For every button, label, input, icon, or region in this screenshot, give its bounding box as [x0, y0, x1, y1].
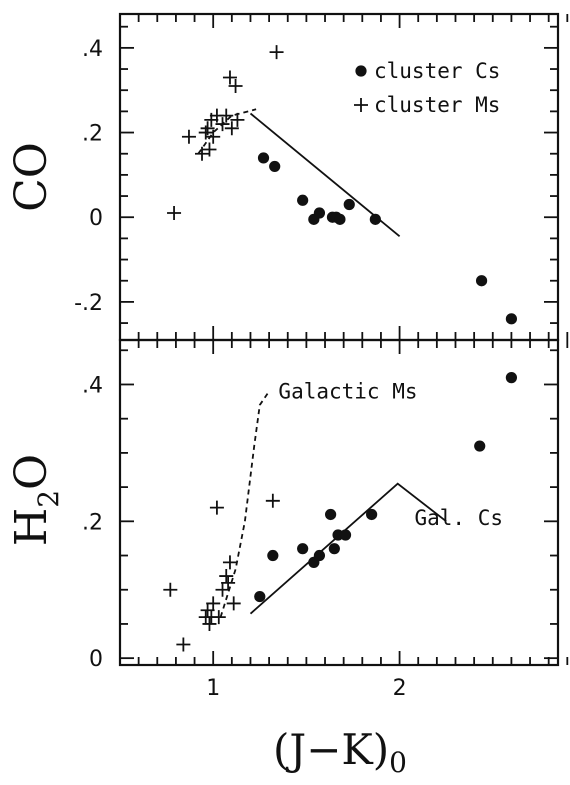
x-axis-title-sub: 0	[389, 746, 407, 779]
co-point-cluster-m	[269, 45, 284, 60]
h2o-point-cluster-c	[366, 508, 378, 521]
co-point-cluster-c	[475, 275, 488, 287]
co-y-axis-title: CO	[6, 142, 57, 212]
h2o-point-cluster-m	[226, 596, 241, 611]
co-point-cluster-m	[219, 108, 234, 123]
co-point-cluster-c	[334, 213, 346, 225]
co-legend-circle-marker	[355, 65, 367, 77]
co-y-tick-label: -.2	[74, 291, 103, 316]
h2o-point-cluster-c	[339, 529, 352, 541]
co-legend-label: cluster Cs	[374, 59, 500, 83]
co-point-cluster-c	[343, 198, 355, 211]
h2o-point-cluster-m	[211, 610, 226, 625]
co-legend-label: cluster Ms	[374, 93, 500, 117]
h2o-point-cluster-c	[474, 440, 486, 452]
h2o-y-axis-title-main: H	[6, 508, 57, 546]
co-point-cluster-c	[369, 213, 381, 225]
panel-h2o-frame	[118, 338, 560, 667]
co-point-cluster-m	[224, 121, 239, 136]
h2o-point-cluster-m	[176, 637, 191, 652]
co-y-tick-label: 0	[89, 206, 103, 231]
h2o-point-cluster-m	[200, 603, 215, 618]
h2o-y-axis-title-tail: O	[6, 454, 57, 490]
x-tick-label: 1	[206, 676, 220, 701]
co-point-cluster-c	[269, 160, 281, 173]
h2o-point-cluster-m	[222, 555, 237, 570]
h2o-point-cluster-c	[297, 543, 309, 555]
x-tick-label: 2	[393, 676, 407, 701]
h2o-point-cluster-m	[221, 575, 236, 590]
co-point-cluster-m	[228, 78, 243, 93]
h2o-point-cluster-m	[163, 582, 178, 597]
h2o-point-cluster-m	[206, 596, 221, 611]
h2o-reference-line-solid	[249, 482, 447, 615]
h2o-reference-line-dashed	[219, 390, 270, 618]
co-point-cluster-m	[215, 117, 230, 132]
h2o-point-cluster-c	[267, 549, 279, 562]
h2o-point-cluster-m	[202, 616, 217, 631]
co-point-cluster-m	[200, 121, 215, 136]
co-point-cluster-m	[202, 142, 217, 157]
co-point-cluster-m	[206, 129, 221, 144]
h2o-point-cluster-m	[215, 582, 230, 597]
h2o-y-axis-title: H2O	[6, 454, 65, 546]
h2o-point-cluster-m	[219, 569, 234, 584]
h2o-point-cluster-m	[209, 500, 224, 515]
h2o-point-cluster-c	[328, 543, 340, 555]
h2o-y-tick-label: .4	[82, 373, 103, 398]
h2o-point-cluster-c	[325, 508, 337, 521]
co-point-cluster-m	[222, 70, 237, 85]
h2o-y-axis-title-sub: 2	[32, 490, 65, 508]
co-y-tick-label: .4	[82, 37, 103, 62]
h2o-point-cluster-c	[313, 549, 326, 562]
co-point-cluster-c	[257, 152, 270, 164]
x-axis-title-main: (J−K)	[273, 725, 389, 774]
h2o-y-tick-label: 0	[89, 647, 103, 672]
co-point-cluster-c	[313, 207, 326, 219]
h2o-point-cluster-m	[265, 493, 280, 508]
co-point-cluster-c	[297, 194, 309, 206]
co-y-axis-title-main: CO	[6, 142, 57, 212]
h2o-point-cluster-c	[505, 372, 518, 384]
h2o-annotation: Gal. Cs	[414, 506, 503, 530]
co-point-cluster-c	[505, 313, 518, 325]
x-axis-title: (J−K)0	[273, 725, 407, 779]
co-point-cluster-m	[181, 129, 196, 144]
co-y-tick-label: .2	[82, 122, 103, 147]
h2o-annotation: Galactic Ms	[278, 379, 417, 403]
co-point-cluster-m	[195, 146, 210, 161]
co-legend-plus-marker	[354, 98, 368, 112]
h2o-y-tick-label: .2	[82, 510, 103, 535]
co-point-cluster-m	[230, 112, 245, 127]
h2o-point-cluster-c	[254, 590, 266, 603]
plot-layer: -.2 0 .2 .4 cluster Cs cluster Ms 0 .2 .4 Galacti…	[74, 14, 569, 701]
co-point-cluster-m	[167, 205, 182, 220]
